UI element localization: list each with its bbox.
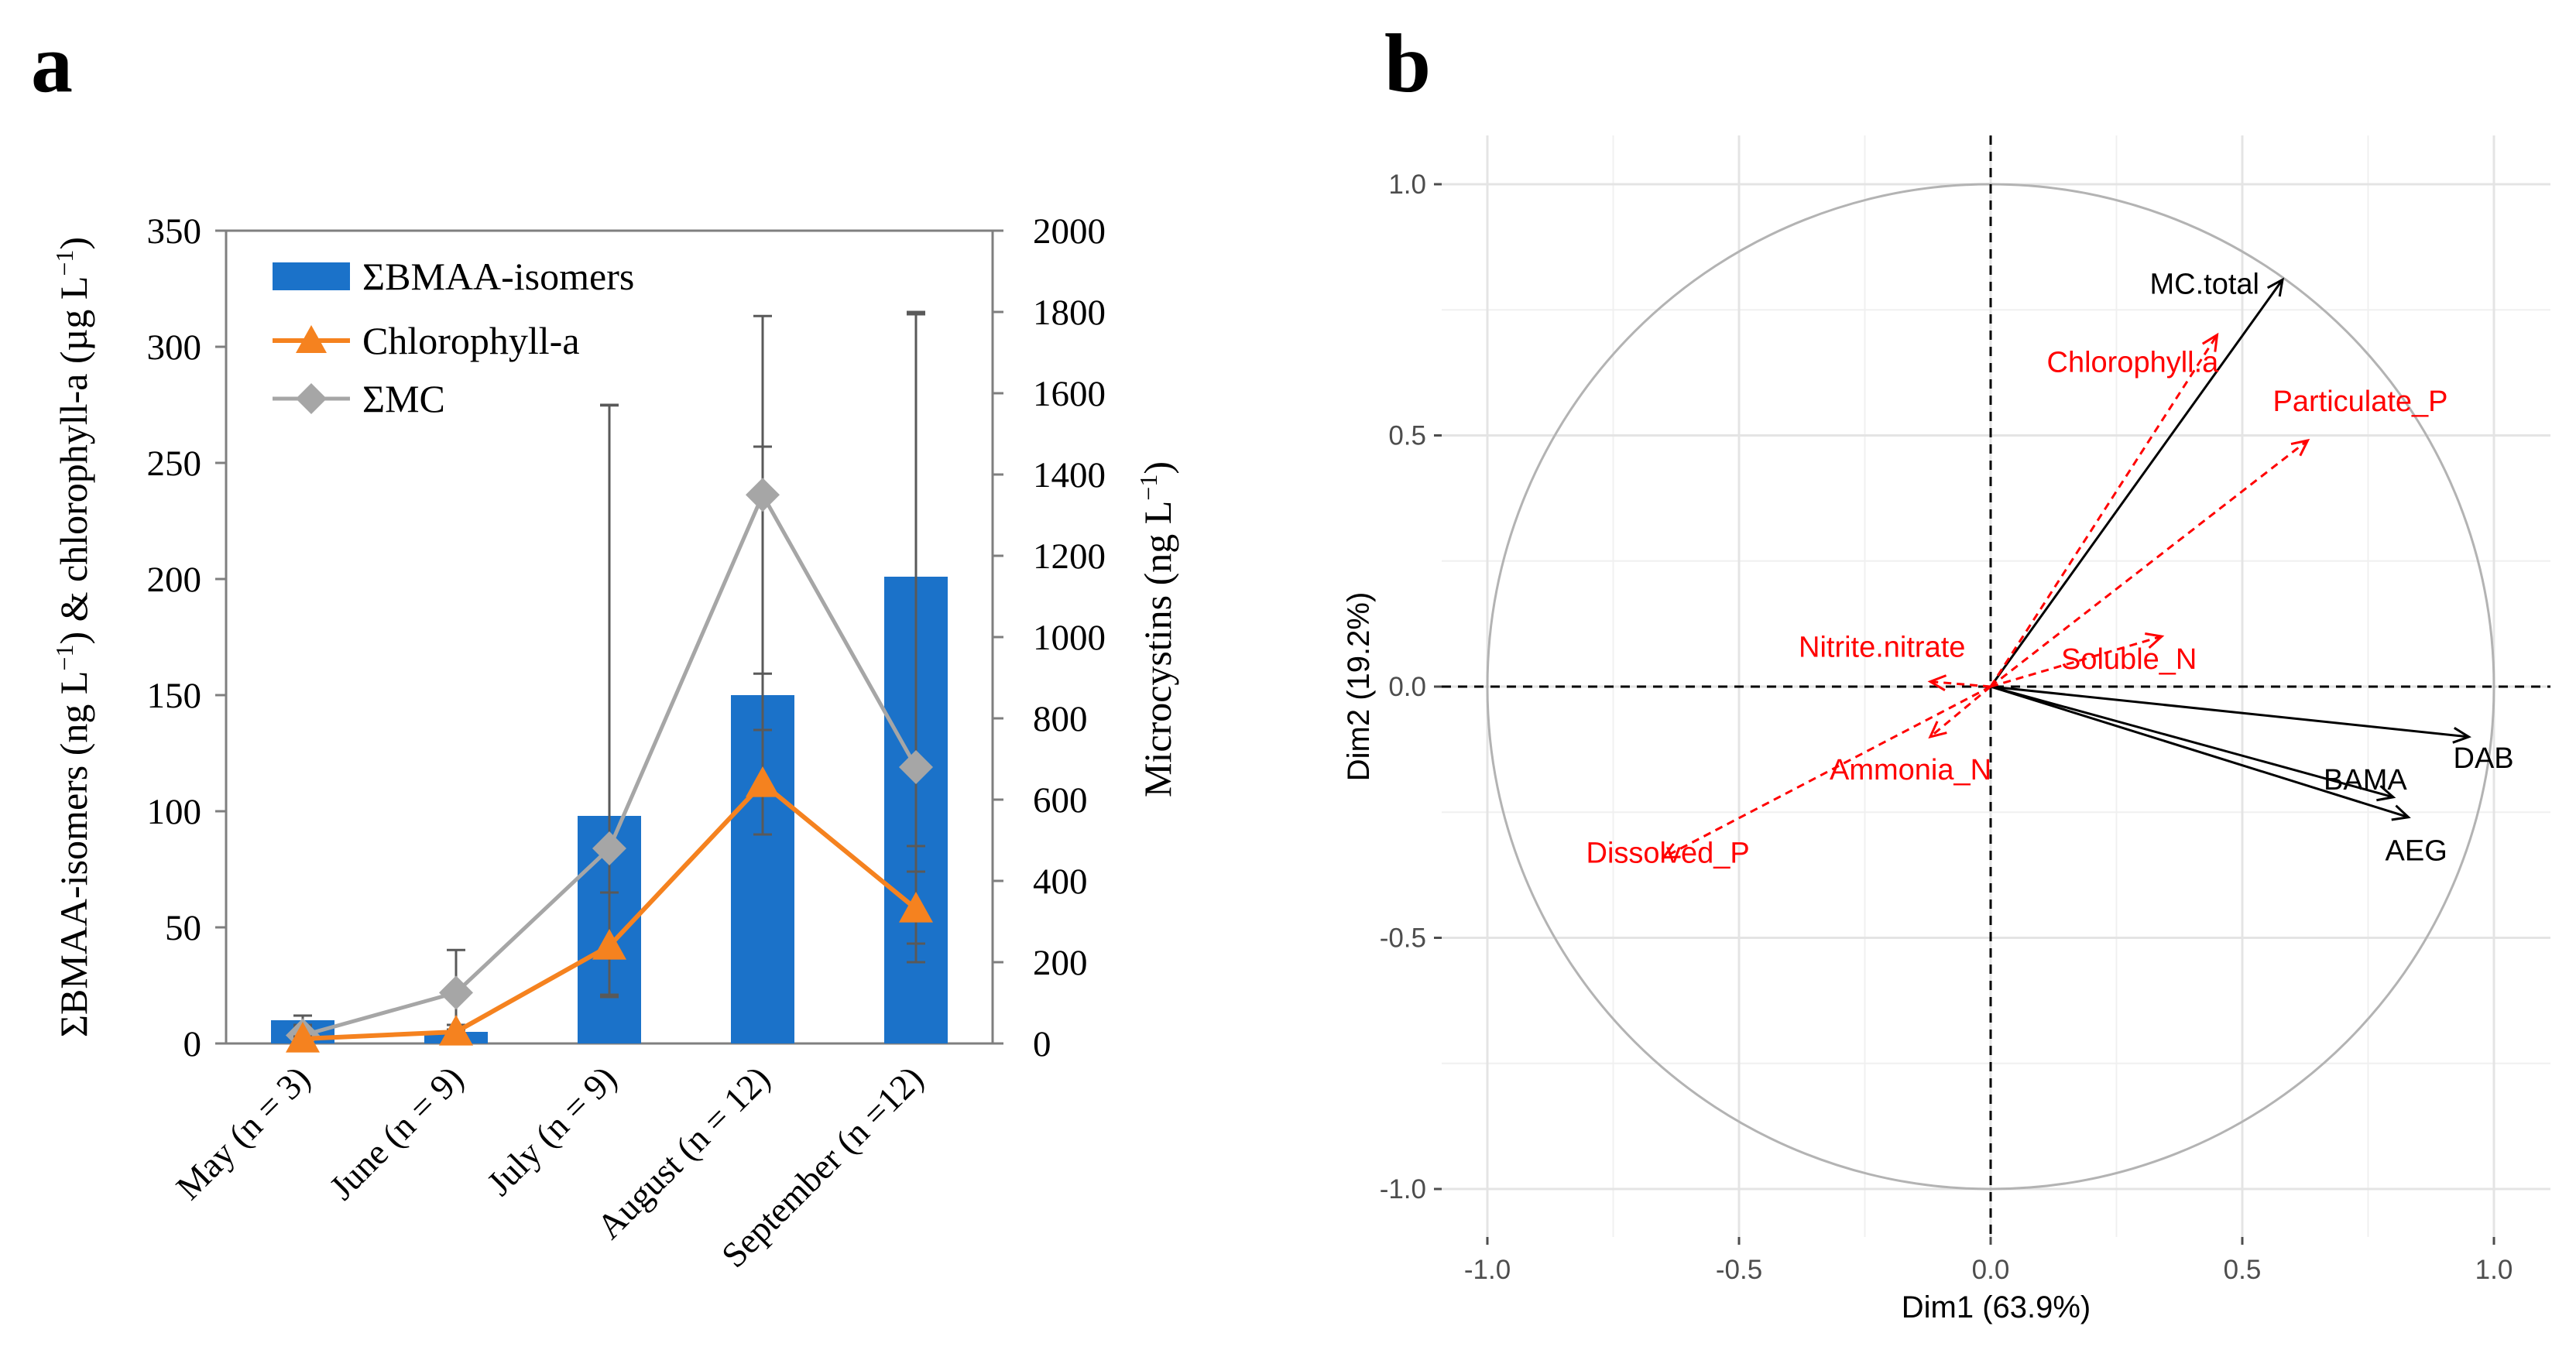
legend-swatch-bmaa [273, 262, 350, 290]
y-tick-label: 100 [147, 792, 202, 832]
vector-bama-vector [1990, 685, 2394, 799]
vector-particulate-p-arrowhead [2290, 438, 2310, 457]
vector-dab-vector [1990, 685, 2469, 738]
marker-chlorophyll [746, 766, 780, 797]
y2-tick-label: 0 [1033, 1024, 1051, 1064]
marker-chlorophyll [439, 1015, 473, 1046]
y2-tick-label: 200 [1033, 943, 1088, 983]
y-tick-label: 200 [147, 560, 202, 600]
y2-axis-title-part: Microcystins (ng L [1136, 501, 1179, 797]
y2-tick-label: 600 [1033, 780, 1088, 821]
vector-mc-total-label: MC.total [2150, 268, 2259, 300]
y2-tick-label: 1800 [1033, 293, 1106, 333]
vector-mc-total-arrowhead [2266, 277, 2285, 297]
y-tick-label: -1.0 [1380, 1174, 1426, 1204]
y-tick-label: 0 [184, 1024, 202, 1064]
vector-soluble-n-vector [1990, 635, 2163, 688]
vector-chlorophyll-a-label: Chlorophyll.a [2047, 347, 2220, 379]
y-tick-label: -0.5 [1380, 923, 1426, 954]
vector-mc-total-vector [1989, 279, 2284, 687]
x-category-label: May (n = 3) [168, 1058, 317, 1208]
vector-soluble-n-label: Soluble_N [2061, 643, 2197, 676]
panel-b-label: b [1384, 18, 1431, 110]
y-axis-title-superscript: −1 [50, 645, 78, 671]
vector-aeg-vector [1990, 685, 2409, 819]
y-tick-label: 350 [147, 211, 202, 252]
x-tick-label: -0.5 [1716, 1255, 1762, 1285]
vector-nitrite-nitrate-arrowhead [1927, 674, 1947, 691]
marker-chlorophyll [899, 892, 933, 923]
y-axis-title-superscript: −1 [50, 250, 78, 276]
y-axis-title-part: ΣBMAA-isomers (ng L [52, 671, 95, 1038]
vector-chlorophyll-a-arrowhead [2201, 332, 2219, 352]
y2-axis-title-superscript: −1 [1134, 475, 1162, 501]
y-tick-label: 0.5 [1388, 421, 1426, 451]
legend-label: ΣMC [362, 377, 445, 420]
panel-a-label: a [31, 18, 73, 110]
y2-axis-title-part: ) [1136, 461, 1179, 475]
marker-chlorophyll [286, 1022, 320, 1053]
panel-b-pca-chart: -1.0 -1.0 -0.5 -0.5 0.0 0.0 0.5 0.5 1.0 1.0 Dim1 (… [1342, 135, 2550, 1324]
legend-marker-mc [296, 383, 327, 414]
vector-soluble-n-arrowhead [2145, 632, 2165, 649]
vector-ammonia-n-arrowhead [1928, 721, 1947, 739]
y2-tick-label: 800 [1033, 699, 1088, 739]
legend-marker-chlorophyll [296, 325, 327, 353]
y-axis-title: ΣBMAA-isomers (ng L−1) & chlorophyll-a (… [50, 237, 95, 1037]
y-tick-label: 1.0 [1388, 170, 1426, 200]
x-axis-title: Dim1 (63.9%) [1902, 1290, 2091, 1324]
y2-tick-label: 1200 [1033, 536, 1106, 577]
vector-dab-label: DAB [2454, 742, 2514, 775]
y2-axis-title: Microcystins (ng L−1) [1134, 461, 1179, 797]
marker-chlorophyll [592, 929, 626, 960]
vector-aeg-label: AEG [2386, 835, 2447, 868]
vector-dissolved-p-label: Dissolved_P [1586, 838, 1750, 870]
vector-bama-label: BAMA [2324, 764, 2407, 797]
vector-chlorophyll-a-vector [1989, 334, 2218, 687]
marker-mc [439, 975, 473, 1010]
y2-tick-label: 1400 [1033, 455, 1106, 495]
vector-dissolved-p-arrowhead [1661, 843, 1681, 859]
y-tick-label: 250 [147, 444, 202, 484]
vector-nitrite-nitrate-label: Nitrite.nitrate [1799, 632, 1965, 664]
y-axis-title-part: ) & chlorophyll-a (µg L [52, 276, 95, 645]
y-tick-label: 150 [147, 676, 202, 716]
y2-tick-label: 2000 [1033, 211, 1106, 252]
legend-label: ΣBMAA-isomers [362, 255, 634, 298]
vector-nitrite-nitrate-vector [1929, 680, 1991, 688]
panel-a-chart: 0 50 100 150 200 250 300 350 0 200 400 600 800 1000 12… [50, 211, 1179, 1275]
vector-ammonia-n-label: Ammonia_N [1830, 754, 1991, 786]
y-tick-label: 0.0 [1388, 672, 1426, 702]
x-category-label: July (n = 9) [479, 1058, 624, 1203]
y-axis-title: Dim2 (19.2%) [1342, 592, 1376, 782]
vector-dab-arrowhead [2452, 727, 2471, 744]
vector-bama-arrowhead [2376, 785, 2396, 802]
y2-tick-label: 400 [1033, 862, 1088, 902]
x-tick-label: 0.5 [2224, 1255, 2262, 1285]
y-tick-label: 300 [147, 327, 202, 368]
y-axis-title-part: ) [52, 237, 95, 250]
y-tick-label: 50 [165, 908, 201, 948]
x-category-label: June (n = 9) [321, 1058, 471, 1208]
vector-particulate-p-label: Particulate_P [2273, 385, 2448, 418]
legend-label: Chlorophyll-a [362, 319, 580, 362]
marker-mc [592, 831, 626, 865]
marker-mc [899, 750, 933, 784]
x-tick-label: -1.0 [1464, 1255, 1511, 1285]
x-tick-label: 0.0 [1972, 1255, 2010, 1285]
vector-particulate-p-vector [1990, 439, 2309, 688]
x-tick-label: 1.0 [2475, 1255, 2513, 1285]
vector-dissolved-p-vector [1662, 685, 1991, 858]
vector-aeg-arrowhead [2391, 804, 2411, 821]
marker-mc [746, 478, 780, 512]
y2-tick-label: 1000 [1033, 618, 1106, 658]
y2-tick-label: 1600 [1033, 374, 1106, 414]
